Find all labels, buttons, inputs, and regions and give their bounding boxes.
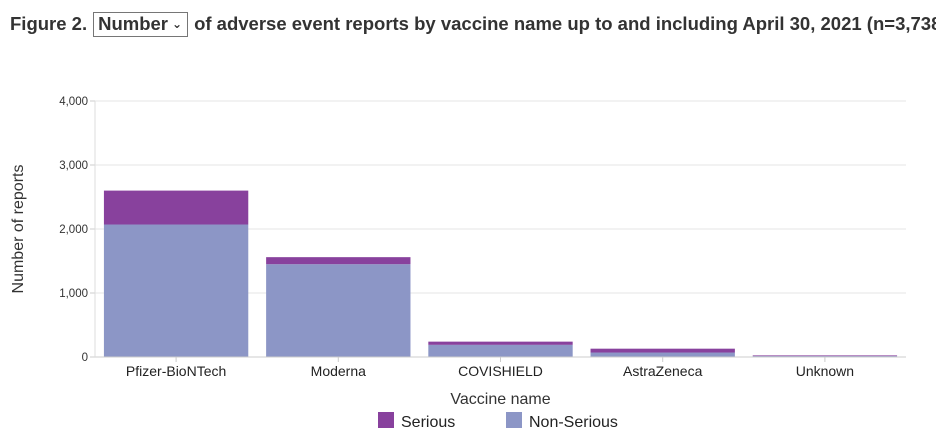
- bar-astrazeneca-serious[interactable]: [590, 348, 735, 353]
- y-axis-title: Number of reports: [10, 165, 27, 294]
- figure-title-prefix: Figure 2.: [10, 13, 88, 34]
- legend-label-serious[interactable]: Serious: [401, 414, 455, 431]
- legend-swatch-non-serious[interactable]: [506, 412, 522, 428]
- x-tick-label: COVISHIELD: [458, 363, 543, 379]
- y-tick-label: 0: [82, 352, 88, 364]
- y-tick-label: 4,000: [59, 96, 88, 108]
- x-axis-title: Vaccine name: [450, 391, 550, 408]
- x-axis-tick-labels: Pfizer-BioNTech Moderna COVISHIELD AstraZen…: [126, 357, 854, 379]
- x-tick-label: Moderna: [311, 363, 366, 379]
- bar-astrazeneca-non-serious[interactable]: [590, 352, 735, 357]
- y-axis-ticks: 0 1,000 2,000 3,000 4,000: [59, 96, 95, 364]
- figure-title: Figure 2. Number ⌄ of adverse event repo…: [10, 9, 936, 39]
- measure-select[interactable]: Number ⌄: [93, 11, 189, 37]
- bars: [103, 190, 898, 357]
- x-tick-label: Pfizer-BioNTech: [126, 363, 226, 379]
- bar-pfizer-biontech-non-serious[interactable]: [103, 224, 249, 357]
- x-tick-label: Unknown: [796, 363, 854, 379]
- legend-swatch-serious[interactable]: [378, 412, 394, 428]
- y-tick-label: 1,000: [59, 288, 88, 300]
- figure-title-suffix: of adverse event reports by vaccine name…: [194, 13, 936, 34]
- y-tick-label: 2,000: [59, 224, 88, 236]
- chevron-down-icon: ⌄: [172, 17, 183, 31]
- legend: Serious Non-Serious: [378, 412, 618, 431]
- bar-pfizer-biontech-serious[interactable]: [103, 190, 249, 225]
- measure-select-value: Number: [98, 13, 169, 34]
- bar-unknown-serious[interactable]: [752, 355, 898, 357]
- bar-covishield-non-serious[interactable]: [428, 344, 573, 357]
- legend-label-non-serious[interactable]: Non-Serious: [529, 414, 618, 431]
- x-tick-label: AstraZeneca: [623, 363, 703, 379]
- bar-moderna-non-serious[interactable]: [266, 264, 411, 357]
- y-tick-label: 3,000: [59, 160, 88, 172]
- bar-covishield-serious[interactable]: [428, 341, 573, 345]
- bar-moderna-serious[interactable]: [266, 257, 411, 265]
